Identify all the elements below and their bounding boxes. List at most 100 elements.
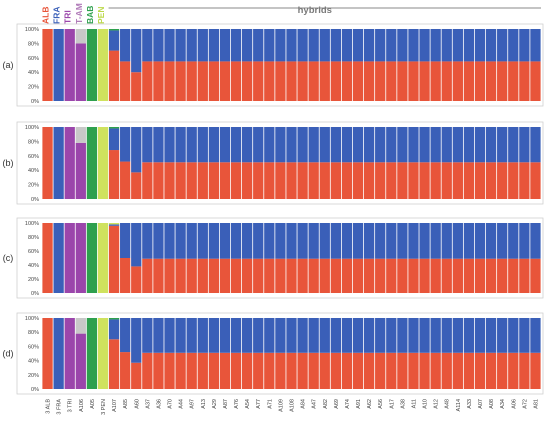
bar-segment-fra: [308, 127, 319, 163]
bar-segment-fra: [508, 318, 519, 353]
x-tick-label: A11: [411, 399, 417, 408]
x-tick-label: 3 ALB: [46, 399, 52, 414]
bar-segment-fra: [153, 127, 164, 163]
x-tick-label: A87: [223, 399, 229, 409]
bar-segment-alb: [375, 162, 386, 199]
bar-segment-alb: [120, 258, 131, 293]
bar-segment-fra: [519, 29, 530, 62]
y-tick-label: 0%: [31, 291, 39, 297]
bar-segment-fra: [430, 318, 441, 353]
bar-segment-alb: [308, 258, 319, 293]
bar-segment-alb: [430, 61, 441, 101]
bar-segment-alb: [485, 258, 497, 293]
bar-segment-fra: [197, 223, 208, 259]
bar-segment-fra: [408, 127, 419, 163]
bar-segment-fra: [264, 29, 275, 62]
bar-segment-fra: [474, 318, 486, 353]
bar-segment-fra: [275, 223, 286, 259]
bar-segment-fra: [330, 223, 341, 259]
bar-segment-alb: [386, 162, 397, 199]
x-tick-label: A17: [389, 399, 395, 409]
bar-segment-fra: [508, 29, 519, 62]
bar-segment-fra: [430, 29, 441, 62]
bar-segment-alb: [108, 150, 120, 199]
bar-segment-fra: [208, 318, 220, 353]
bar-segment-fra: [530, 127, 541, 163]
bar-segment-fra: [352, 318, 364, 353]
bar-segment-bab: [108, 318, 120, 320]
x-tick-label: A38: [400, 399, 406, 409]
bar-segment-alb: [242, 258, 253, 293]
bar-segment-alb: [230, 61, 242, 101]
bar-segment-alb: [131, 72, 142, 101]
bar-segment-gray: [75, 127, 86, 143]
panel-frame: [16, 312, 544, 395]
bar-segment-alb: [363, 162, 375, 199]
bar-segment-fra: [197, 29, 208, 62]
bar-segment-alb: [497, 162, 508, 199]
bar-segment-alb: [275, 162, 286, 199]
bar-segment-alb: [452, 61, 463, 101]
bar-segment-fra: [230, 223, 242, 259]
bar-segment-alb: [441, 61, 452, 101]
bar-segment-fra: [153, 318, 164, 353]
bar-segment-alb: [286, 61, 297, 101]
bar-segment-fra: [275, 29, 286, 62]
bar-segment-fra: [375, 318, 386, 353]
bar-segment-alb: [219, 61, 231, 101]
x-tick-label: 3 PEN: [101, 399, 107, 415]
bar-segment-fra: [219, 29, 231, 62]
x-tick-label: A109: [278, 399, 284, 412]
bar-segment-gray: [75, 29, 86, 44]
y-tick-label: 100%: [25, 27, 39, 33]
bar-segment-fra: [120, 127, 131, 162]
bar-segment-alb: [153, 258, 164, 293]
bar-segment-fra: [219, 127, 231, 163]
bar-segment-alb: [397, 258, 408, 293]
bar-segment-fra: [375, 223, 386, 259]
bar-segment-fra: [363, 223, 375, 259]
bar-segment-alb: [352, 258, 364, 293]
bar-segment-alb: [242, 61, 253, 101]
x-tick-label: A44: [179, 399, 185, 409]
bar-segment-fra: [419, 29, 430, 62]
bar-segment-fra: [452, 127, 463, 163]
bar-segment-alb: [230, 162, 242, 199]
bar-segment-bab: [86, 318, 98, 389]
bar-segment-alb: [142, 352, 153, 389]
panel-label: (d): [3, 349, 14, 359]
bar-segment-alb: [386, 352, 397, 389]
bar-segment-tri: [64, 29, 75, 101]
x-tick-labels: 3 ALB 3 FRA 3 TRI A106 A05 3 PEN A107 A85 A60 A37…: [46, 399, 540, 415]
bar-segment-fra: [530, 29, 541, 62]
bar-segment-alb: [219, 258, 231, 293]
y-tick-label: 80%: [28, 139, 39, 145]
bar-segment-alb: [452, 258, 463, 293]
x-tick-label: A70: [168, 399, 174, 409]
bar-segment-fra: [386, 29, 397, 62]
bar-segment-pen: [97, 223, 109, 293]
bar-segment-fra: [153, 29, 164, 62]
bar-segment-fra: [131, 127, 142, 173]
bar-segment-fra: [508, 127, 519, 163]
panel-frame: [16, 121, 544, 205]
bar-segment-alb: [530, 61, 541, 101]
header-group-label: ALB: [41, 7, 51, 24]
bar-segment-alb: [519, 352, 530, 389]
bar-segment-fra: [264, 318, 275, 353]
x-tick-label: A10: [423, 399, 429, 409]
bar-segment-fra: [186, 127, 197, 163]
bar-segment-alb: [253, 258, 264, 293]
bar-segment-fra: [275, 318, 286, 353]
bar-segment-fra: [208, 29, 220, 62]
bar-segment-alb: [42, 223, 53, 293]
bar-segment-alb: [142, 258, 153, 293]
bar-segment-fra: [53, 223, 64, 293]
bar-segment-alb: [319, 162, 330, 199]
bar-segment-alb: [474, 162, 486, 199]
bar-segment-fra: [264, 223, 275, 259]
bar-segment-fra: [485, 127, 497, 163]
x-tick-label: A47: [312, 399, 318, 409]
